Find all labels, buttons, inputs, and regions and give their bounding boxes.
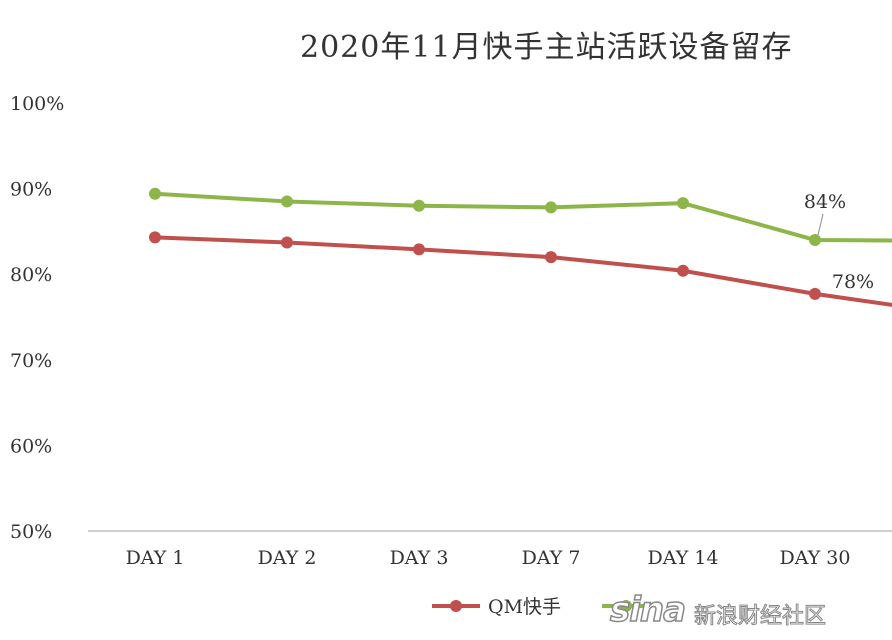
data-label: 78% bbox=[832, 271, 874, 293]
data-label: 84% bbox=[804, 191, 846, 213]
y-tick-label: 90% bbox=[10, 179, 52, 201]
series-line-1 bbox=[154, 235, 892, 307]
watermark-text: 新浪财经社区 bbox=[693, 604, 827, 630]
legend-label: QM快手 bbox=[488, 596, 561, 618]
series-layer bbox=[149, 187, 892, 307]
x-tick-label: DAY 30 bbox=[780, 547, 851, 569]
x-tick-label: DAY 7 bbox=[522, 547, 581, 569]
x-tick-label: DAY 14 bbox=[648, 547, 719, 569]
legend-marker bbox=[450, 600, 462, 612]
data-point bbox=[545, 201, 557, 214]
data-point bbox=[677, 197, 689, 210]
x-tick-label: DAY 2 bbox=[258, 547, 317, 569]
legend: QM快手 bbox=[432, 596, 650, 618]
legend-marker bbox=[620, 600, 632, 612]
data-point bbox=[413, 243, 425, 256]
data-point bbox=[545, 251, 557, 264]
data-point bbox=[677, 264, 689, 277]
y-tick-label: 50% bbox=[10, 521, 52, 543]
watermark: sina 新浪财经社区 bbox=[606, 589, 892, 638]
data-point bbox=[281, 236, 293, 249]
data-point bbox=[809, 287, 821, 300]
data-labels: 84% 78% bbox=[804, 191, 874, 293]
y-tick-label: 80% bbox=[10, 264, 52, 286]
data-point bbox=[809, 233, 821, 246]
y-tick-label: 100% bbox=[10, 93, 64, 115]
chart-title: 2020年11月快手主站活跃设备留存 bbox=[300, 30, 793, 65]
leader-line bbox=[817, 213, 824, 236]
y-tick-label: 70% bbox=[10, 350, 52, 372]
y-axis: 100% 90% 80% 70% 60% 50% bbox=[10, 93, 64, 543]
x-tick-label: DAY 3 bbox=[390, 547, 449, 569]
x-tick-label: DAY 1 bbox=[126, 547, 185, 569]
series-line-0 bbox=[154, 191, 892, 243]
data-point bbox=[149, 231, 161, 244]
y-tick-label: 60% bbox=[10, 435, 52, 457]
data-point bbox=[149, 187, 161, 200]
data-point bbox=[413, 199, 425, 212]
data-point bbox=[281, 195, 293, 208]
watermark-logo: sina bbox=[609, 589, 687, 631]
x-axis: DAY 1 DAY 2 DAY 3 DAY 7 DAY 14 DAY 30 bbox=[88, 530, 892, 569]
